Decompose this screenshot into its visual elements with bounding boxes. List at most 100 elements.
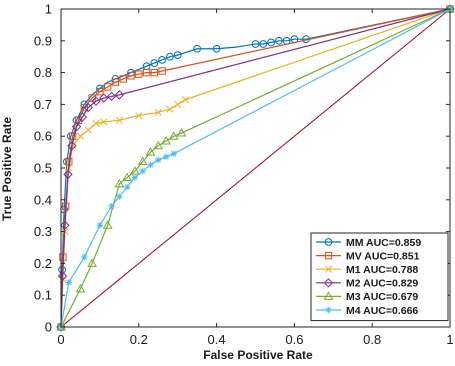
chance-diagonal-line [60, 8, 451, 328]
series-2-point-10 [103, 83, 112, 91]
series-6-point-12 [162, 153, 170, 161]
y-tick-label-8: 0.7 [34, 97, 52, 112]
series-5-point-8 [137, 156, 148, 166]
x-tick-label-1: 0 [57, 332, 64, 347]
series-2-point-15 [142, 68, 151, 77]
series-4-point-5 [67, 141, 77, 151]
x-tick-label-3: 0.4 [208, 332, 226, 347]
y-tick-label-11: 1 [45, 2, 52, 17]
legend-item-6-marker-swatch [325, 306, 332, 314]
y-tick-label-3: 0.2 [34, 256, 52, 271]
series-6-point-13 [170, 150, 178, 157]
legend-item-4-label: M2 AUC=0.829 [346, 278, 418, 290]
series-3-point-15 [181, 96, 190, 104]
series-4-point-10 [99, 93, 109, 103]
series-4-point-12 [114, 90, 125, 100]
x-tick-label-6: 1 [446, 332, 453, 347]
series-3-point-11 [135, 111, 143, 120]
series-4-line [60, 8, 451, 328]
series-4-point-2 [57, 271, 68, 281]
y-tick-label-2: 0.1 [34, 288, 52, 303]
legend-item-5-marker-swatch [323, 291, 334, 300]
series-5-point-7 [130, 166, 140, 175]
legend-item-3-marker-swatch [324, 265, 333, 273]
series-5-line [60, 8, 451, 328]
legend-item-2: MV AUC=0.851 [316, 250, 420, 262]
series-2-point-11 [111, 78, 120, 86]
series-5-point-13 [176, 128, 187, 137]
series-6-point-8 [131, 174, 139, 181]
series-5-point-9 [145, 147, 156, 156]
series-3-point-14 [174, 100, 182, 108]
series-6-group [57, 5, 454, 331]
series-1-point-12 [150, 59, 159, 67]
y-tick-label-6: 0.5 [34, 161, 52, 176]
series-6-point-6 [116, 193, 123, 200]
series-1-point-20 [267, 38, 275, 47]
x-axis-title: False Positive Rate [203, 348, 313, 362]
series-3-point-9 [100, 118, 108, 126]
legend-item-3-label: M1 AUC=0.788 [346, 264, 418, 276]
legend-item-2-marker-swatch [324, 251, 333, 260]
y-tick-label-10: 0.9 [34, 33, 52, 48]
legend-item-5: M3 AUC=0.679 [316, 291, 418, 303]
series-3-point-12 [154, 108, 162, 116]
series-5-group [56, 3, 455, 331]
series-6-point-4 [96, 222, 104, 229]
series-4-point-8 [83, 102, 93, 113]
series-2-point-17 [158, 67, 166, 75]
series-6-point-2 [65, 279, 72, 286]
series-5-point-6 [122, 172, 132, 182]
series-5-point-3 [87, 258, 97, 267]
series-1-point-16 [193, 44, 202, 53]
series-4-point-11 [106, 91, 117, 102]
y-tick-label-9: 0.8 [34, 65, 52, 80]
series-2-point-9 [96, 87, 104, 96]
legend-item-4: M2 AUC=0.829 [316, 278, 418, 290]
series-1-point-18 [251, 40, 260, 48]
x-tick-label-2: 0.2 [130, 332, 148, 347]
legend-box [310, 232, 449, 322]
x-tick-label-5: 0.8 [363, 332, 381, 347]
series-2-point-12 [119, 75, 127, 83]
chance-diagonal-layer [60, 8, 451, 328]
legend-item-1-label: MM AUC=0.859 [346, 237, 421, 249]
series-4-point-6 [71, 121, 82, 132]
series-1-point-21 [274, 36, 283, 45]
legend-item-4-marker-swatch [323, 278, 334, 288]
series-2-point-13 [127, 72, 135, 80]
legend-item-1: MM AUC=0.859 [316, 237, 421, 249]
series-4-group [56, 4, 455, 332]
legend-item-6: M4 AUC=0.666 [316, 305, 418, 317]
axes-layer [60, 8, 451, 328]
series-5-point-11 [161, 135, 171, 145]
series-6-point-10 [147, 161, 154, 169]
series-2-point-16 [150, 68, 159, 77]
series-3-point-7 [84, 126, 92, 134]
y-tick-label-7: 0.6 [34, 129, 52, 144]
series-6-point-3 [81, 253, 88, 261]
y-tick-label-4: 0.3 [34, 224, 52, 239]
legend-item-5-label: M3 AUC=0.679 [346, 291, 418, 303]
series-1-point-13 [158, 55, 167, 64]
series-6-point-9 [139, 167, 146, 175]
y-axis-title: True Positive Rate [0, 117, 14, 221]
series-4-point-7 [77, 112, 88, 122]
series-5-point-10 [153, 140, 164, 150]
series-1-point-15 [173, 51, 182, 60]
series-1-point-19 [259, 40, 268, 48]
series-4-point-9 [91, 96, 101, 106]
series-6-point-5 [108, 202, 115, 210]
y-tick-label-5: 0.4 [34, 192, 52, 207]
legend-item-6-label: M4 AUC=0.666 [346, 305, 418, 317]
series-4-point-4 [63, 169, 73, 180]
x-tick-label-4: 0.6 [285, 332, 303, 347]
series-5-point-4 [102, 220, 113, 229]
legend-item-3: M1 AUC=0.788 [316, 264, 418, 276]
series-6-point-7 [123, 183, 131, 191]
series-3-point-13 [166, 105, 174, 113]
tick-labels-layer: 0 0.2 0.4 0.6 0.8 1 0 0.1 0.2 0.3 0.4 0.5 0.6 0.7 0.8 0… [34, 2, 454, 348]
series-1-point-14 [166, 52, 174, 61]
series-2-point-5 [68, 132, 77, 140]
